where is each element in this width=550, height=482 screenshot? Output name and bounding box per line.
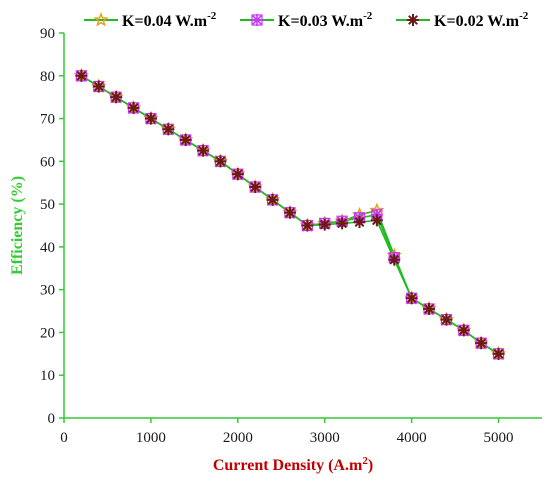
x-tick-label: 4000: [397, 430, 427, 446]
legend: K=0.04 W.m-2 K=0.03 W.m-2 K=0.02 W.m-2: [84, 10, 529, 30]
asterisk-stroke: [285, 207, 295, 218]
x-tick-label: 5000: [484, 430, 514, 446]
asterisk-stroke: [424, 304, 434, 314]
series-3-point: [231, 168, 244, 181]
y-tick-label: 60: [40, 154, 55, 170]
y-ticks: 0 10 20 30 40 50 60 70 80 90: [40, 26, 64, 427]
asterisk-stroke: [458, 325, 469, 336]
series-3-point: [457, 324, 470, 337]
asterisk-stroke: [215, 156, 226, 167]
x-axis-label-end: ): [368, 457, 373, 474]
series-3-point: [283, 206, 296, 219]
y-tick-label: 80: [40, 69, 55, 85]
series-3-point: [75, 69, 88, 82]
series-3-point: [144, 112, 157, 125]
legend-label-main: K=0.02 W.m: [434, 13, 520, 30]
asterisk-stroke: [476, 338, 487, 349]
legend-label-sup: -2: [207, 10, 217, 22]
asterisk-stroke: [267, 194, 278, 205]
axes: [63, 33, 542, 419]
series-3-point: [179, 133, 192, 146]
legend-label-sup: -2: [519, 10, 529, 22]
asterisk-stroke: [337, 218, 348, 229]
asterisk-stroke: [232, 169, 243, 180]
series-3-point: [440, 313, 453, 326]
asterisk-stroke: [93, 81, 104, 92]
series-3-point: [336, 217, 349, 230]
x-axis-label-main: Current Density (A.m: [213, 457, 363, 474]
series-3-point: [492, 347, 505, 360]
legend-label-3: K=0.02 W.m-2: [434, 10, 529, 30]
x-tick-label: 1000: [136, 430, 166, 446]
series-3-point: [162, 123, 175, 136]
series-3-point: [405, 292, 418, 305]
series-3-point: [110, 91, 123, 104]
y-tick-label: 0: [48, 411, 56, 427]
legend-label-main: K=0.04 W.m: [122, 13, 208, 30]
series-3-point: [318, 218, 331, 231]
x-tick-label: 2000: [223, 430, 253, 446]
series-3-point: [475, 337, 488, 350]
y-tick-label: 40: [40, 240, 55, 256]
series-3-point: [127, 101, 140, 114]
series-3-point: [266, 193, 279, 206]
asterisk-stroke: [389, 254, 400, 265]
series-3-point: [301, 219, 314, 232]
star-marker-shape: [93, 11, 109, 27]
x-axis-label: Current Density (A.m2): [213, 455, 373, 474]
series-3-point: [214, 155, 227, 168]
legend-marker-2: [251, 14, 263, 26]
asterisk-stroke: [252, 15, 262, 25]
series-3-point: [370, 214, 383, 227]
legend-label-2: K=0.03 W.m-2: [278, 10, 373, 30]
series-markers: [73, 67, 507, 361]
asterisk-stroke: [180, 135, 191, 145]
x-tick-label: 3000: [310, 430, 340, 446]
y-tick-label: 70: [40, 112, 55, 128]
legend-label-main: K=0.03 W.m: [278, 13, 364, 30]
asterisk-stroke: [371, 215, 382, 226]
series-3-point: [353, 216, 366, 229]
asterisk-stroke: [302, 220, 313, 231]
asterisk-stroke: [441, 314, 452, 325]
series-3-point: [249, 181, 262, 193]
asterisk-stroke: [146, 113, 156, 124]
asterisk-stroke: [406, 293, 417, 304]
legend-label-sup: -2: [363, 10, 373, 22]
y-tick-label: 90: [40, 26, 55, 42]
asterisk-stroke: [493, 348, 504, 359]
asterisk-stroke: [111, 92, 122, 103]
series-3-point: [423, 302, 436, 315]
series-3-point: [92, 80, 105, 93]
asterisk-stroke: [198, 145, 208, 156]
series-3-point: [197, 144, 210, 157]
asterisk-stroke: [76, 70, 87, 81]
asterisk-stroke: [354, 217, 365, 227]
asterisk-stroke: [319, 219, 330, 230]
asterisk-stroke: [250, 182, 261, 192]
legend-marker-3: [407, 14, 419, 26]
y-tick-label: 50: [40, 197, 55, 213]
y-tick-label: 20: [40, 325, 55, 341]
legend-marker-1: [93, 11, 109, 27]
asterisk-stroke: [408, 15, 418, 25]
asterisk-stroke: [128, 102, 139, 113]
x-axis-label-sup: 2: [362, 455, 368, 467]
y-axis-label: Efficiency (%): [9, 176, 26, 275]
series-3-point: [388, 253, 401, 266]
y-tick-label: 30: [40, 283, 55, 299]
y-tick-label: 10: [40, 368, 55, 384]
x-ticks: 0 1000 2000 3000 4000 5000: [60, 418, 514, 446]
asterisk-stroke: [163, 124, 174, 135]
legend-label-1: K=0.04 W.m-2: [122, 10, 217, 30]
x-tick-label: 0: [60, 430, 68, 446]
